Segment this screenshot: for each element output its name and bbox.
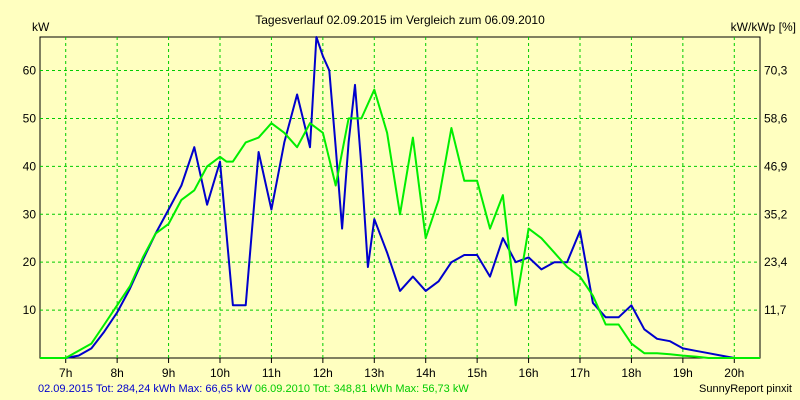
plot-frame (39, 36, 761, 359)
y-tick-label-right: 46,9 (764, 159, 788, 173)
legend-series-2-name: 06.09.2010 (254, 383, 310, 395)
y-axis-label-right: kW/kWp [%] (731, 20, 796, 34)
x-tick-label: 13h (364, 366, 384, 380)
y-tick-label-left: 50 (23, 111, 37, 125)
y-tick-label-left: 40 (23, 159, 37, 173)
x-tick-label: 8h (110, 366, 123, 380)
credit-text: SunnyReport pinxit (699, 383, 792, 395)
x-tick-label: 11h (262, 366, 281, 380)
x-tick-label: 17h (570, 366, 590, 380)
x-tick-label: 20h (724, 366, 744, 380)
x-tick-label: 12h (313, 366, 333, 380)
y-axis-label-left: kW (32, 20, 50, 34)
legend-row: 02.09.2015 Tot: 284,24 kWh Max: 66,65 kW… (38, 383, 469, 395)
x-tick-label: 14h (416, 366, 436, 380)
y-tick-label-right: 11,7 (764, 303, 787, 317)
x-tick-label: 7h (59, 366, 72, 380)
legend-series-1-stats: Tot: 284,24 kWh Max: 66,65 kW (93, 383, 255, 395)
y-tick-label-left: 60 (23, 64, 37, 78)
y-tick-label-left: 20 (23, 255, 37, 269)
x-tick-label: 18h (621, 366, 641, 380)
x-tick-label: 10h (210, 366, 230, 380)
y-tick-label-right: 70,3 (764, 64, 788, 78)
y-tick-label-right: 23,4 (764, 255, 788, 269)
y-tick-label-left: 30 (23, 207, 37, 221)
y-tick-label-right: 58,6 (764, 111, 788, 125)
y-tick-label-left: 10 (23, 303, 37, 317)
x-tick-label: 9h (162, 366, 175, 380)
legend-series-1-name: 02.09.2015 (38, 383, 94, 395)
series-line-1 (40, 36, 760, 359)
x-tick-label: 16h (519, 366, 539, 380)
chart-title: Tagesverlauf 02.09.2015 im Vergleich zum… (255, 13, 545, 27)
y-tick-label-right: 35,2 (764, 207, 788, 221)
x-tick-label: 19h (673, 366, 693, 380)
x-tick-label: 15h (467, 366, 487, 380)
series-line-2 (40, 88, 760, 359)
legend-series-2-stats: Tot: 348,81 kWh Max: 56,73 kW (309, 383, 469, 395)
